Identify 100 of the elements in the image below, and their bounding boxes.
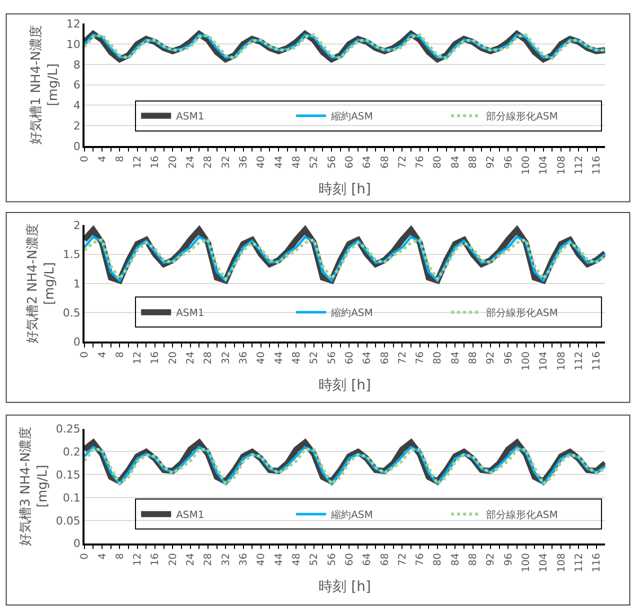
x-tick-label: 56 bbox=[326, 156, 338, 168]
y-tick-label: 6 bbox=[73, 78, 80, 92]
x-tick-label: 72 bbox=[397, 351, 408, 364]
x-tick-label: 12 bbox=[132, 156, 144, 168]
x-axis-title: 時刻 [h] bbox=[318, 182, 371, 198]
x-tick-label: 28 bbox=[203, 553, 214, 566]
x-tick-label: 64 bbox=[362, 553, 374, 566]
x-tick-label: 56 bbox=[326, 351, 338, 364]
x-tick-label: 100 bbox=[521, 553, 532, 572]
x-tick-label: 72 bbox=[397, 553, 408, 566]
x-tick-label: 16 bbox=[150, 351, 162, 364]
x-tick-label: 20 bbox=[168, 156, 179, 168]
x-tick-label: 80 bbox=[432, 351, 444, 364]
legend-label: 部分線形化ASM bbox=[486, 110, 558, 123]
y-tick-label: 0 bbox=[73, 336, 80, 349]
x-tick-label: 8 bbox=[114, 351, 126, 358]
x-tick-label: 108 bbox=[556, 156, 568, 175]
x-tick-label: 100 bbox=[521, 156, 532, 175]
x-tick-label: 48 bbox=[291, 156, 302, 168]
x-tick-label: 8 bbox=[114, 553, 126, 560]
y-tick-label: 0.05 bbox=[56, 514, 80, 528]
y-tick-label: 0.2 bbox=[62, 446, 80, 459]
x-tick-label: 60 bbox=[344, 553, 356, 566]
x-tick-label: 116 bbox=[592, 351, 603, 371]
x-tick-label: 88 bbox=[468, 553, 480, 566]
x-tick-label: 40 bbox=[256, 553, 268, 566]
x-tick-label: 112 bbox=[574, 553, 585, 572]
x-tick-label: 68 bbox=[380, 156, 391, 168]
x-tick-label: 44 bbox=[274, 351, 285, 364]
y-tick-label: 8 bbox=[73, 58, 80, 72]
x-tick-label: 104 bbox=[538, 351, 550, 371]
x-axis-title: 時刻 [h] bbox=[318, 579, 371, 595]
x-tick-label: 88 bbox=[468, 351, 480, 364]
x-tick-label: 64 bbox=[362, 156, 374, 168]
x-tick-label: 4 bbox=[97, 553, 108, 560]
x-tick-label: 92 bbox=[486, 553, 497, 566]
legend-label: ASM1 bbox=[176, 510, 204, 522]
x-tick-label: 48 bbox=[291, 351, 302, 364]
x-tick-label: 84 bbox=[450, 351, 462, 364]
x-tick-label: 108 bbox=[556, 351, 568, 371]
x-tick-label: 80 bbox=[432, 553, 444, 566]
x-tick-label: 16 bbox=[150, 156, 162, 168]
x-tick-label: 20 bbox=[168, 553, 179, 566]
x-tick-label: 64 bbox=[362, 351, 374, 364]
x-tick-label: 116 bbox=[592, 553, 603, 572]
y-tick-label: 0.5 bbox=[62, 306, 80, 320]
legend-label: 部分線形化ASM bbox=[486, 307, 558, 320]
y-axis-title: 好気槽3 NH4-N濃度 [mg/L] bbox=[17, 426, 50, 546]
x-tick-label: 96 bbox=[503, 553, 514, 566]
x-tick-label: 84 bbox=[450, 553, 462, 566]
y-tick-label: 10 bbox=[66, 38, 80, 51]
x-tick-label: 4 bbox=[97, 156, 108, 162]
x-tick-label: 80 bbox=[432, 156, 444, 168]
x-tick-label: 36 bbox=[238, 156, 250, 168]
y-tick-label: 1 bbox=[73, 277, 80, 290]
x-tick-label: 32 bbox=[220, 156, 232, 168]
legend-label: 縮約ASM bbox=[330, 307, 373, 320]
y-tick-label: 1.5 bbox=[62, 248, 80, 262]
x-tick-label: 108 bbox=[556, 553, 568, 572]
y-axis-title: 好気槽2 NH4-N濃度 [mg/L] bbox=[24, 224, 58, 344]
y-tick-label: 0 bbox=[73, 537, 80, 550]
x-tick-label: 12 bbox=[132, 553, 144, 566]
x-tick-label: 88 bbox=[468, 156, 480, 168]
x-tick-label: 104 bbox=[538, 156, 550, 175]
x-tick-label: 0 bbox=[80, 553, 91, 560]
x-tick-label: 32 bbox=[220, 351, 232, 364]
x-tick-label: 68 bbox=[380, 351, 391, 364]
x-tick-label: 100 bbox=[521, 351, 532, 371]
x-tick-label: 116 bbox=[592, 156, 603, 175]
x-tick-label: 0 bbox=[80, 351, 91, 358]
legend-label: 縮約ASM bbox=[330, 509, 373, 522]
x-tick-label: 40 bbox=[256, 156, 268, 168]
y-tick-label: 0.1 bbox=[62, 491, 80, 504]
x-tick-label: 32 bbox=[220, 553, 232, 566]
x-tick-label: 44 bbox=[274, 156, 285, 168]
x-tick-label: 52 bbox=[309, 553, 320, 566]
y-tick-label: 2 bbox=[73, 219, 80, 232]
x-tick-label: 36 bbox=[238, 351, 250, 364]
y-axis-title: 好気槽1 NH4-N濃度 [mg/L] bbox=[28, 24, 61, 145]
x-tick-label: 28 bbox=[203, 351, 214, 364]
x-tick-label: 112 bbox=[574, 351, 585, 371]
x-tick-label: 104 bbox=[538, 553, 550, 572]
x-tick-label: 52 bbox=[309, 351, 320, 364]
legend-label: ASM1 bbox=[176, 308, 204, 320]
x-tick-label: 92 bbox=[486, 351, 497, 364]
x-tick-label: 24 bbox=[186, 156, 197, 168]
x-tick-label: 96 bbox=[503, 156, 514, 168]
x-tick-label: 52 bbox=[309, 156, 320, 168]
x-tick-label: 4 bbox=[97, 351, 108, 358]
x-tick-label: 12 bbox=[132, 351, 144, 364]
x-tick-label: 60 bbox=[344, 351, 356, 364]
x-tick-label: 96 bbox=[503, 351, 514, 364]
x-tick-label: 48 bbox=[291, 553, 302, 566]
x-tick-label: 24 bbox=[186, 553, 197, 566]
x-tick-label: 76 bbox=[415, 351, 426, 364]
x-tick-label: 76 bbox=[415, 156, 426, 168]
x-tick-label: 8 bbox=[114, 156, 126, 162]
x-axis-title: 時刻 [h] bbox=[318, 377, 371, 394]
x-tick-label: 56 bbox=[326, 553, 338, 566]
x-tick-label: 0 bbox=[80, 156, 91, 162]
